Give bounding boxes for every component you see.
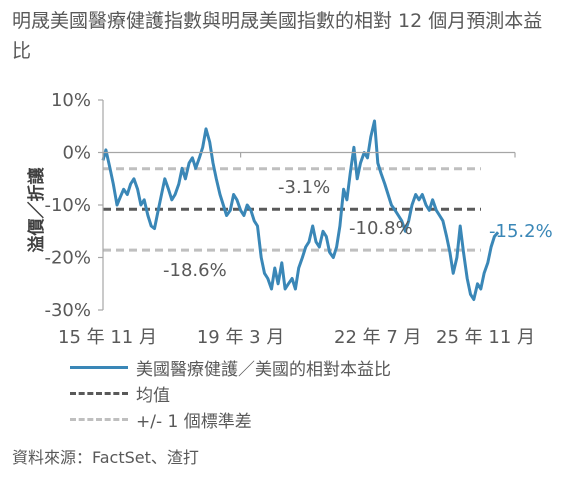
annotation-mean: -10.8% bbox=[349, 218, 413, 239]
y-axis-title: 溢價／折讓 bbox=[26, 167, 47, 253]
annotation-lower: -18.6% bbox=[163, 260, 227, 281]
y-tick-label: -10% bbox=[44, 195, 91, 216]
legend-label: 美國醫療健護／美國的相對本益比 bbox=[136, 359, 391, 380]
legend-swatch-line bbox=[70, 365, 128, 369]
legend-label: +/- 1 個標準差 bbox=[136, 411, 252, 432]
annotation-upper: -3.1% bbox=[278, 177, 330, 198]
legend-swatch-std bbox=[70, 417, 128, 421]
x-tick-label: 19 年 3 月 bbox=[197, 327, 285, 348]
series-line bbox=[101, 119, 500, 301]
y-tick-label: 0% bbox=[62, 143, 91, 164]
y-tick-label: -20% bbox=[44, 248, 91, 269]
x-ticks: 15 年 11 月 19 年 3 月 22 年 7 月 25 年 11 月 bbox=[58, 152, 535, 348]
legend-item-mean: 均值 bbox=[70, 380, 391, 406]
y-ticks: 10% 0% -10% -20% -30% bbox=[44, 90, 103, 321]
source-note: 資料來源：FactSet、渣打 bbox=[12, 448, 199, 467]
reference-lines bbox=[103, 167, 481, 252]
legend-label: 均值 bbox=[136, 385, 170, 406]
legend-swatch-mean bbox=[70, 391, 128, 395]
legend-item-relative-pe: 美國醫療健護／美國的相對本益比 bbox=[70, 354, 391, 380]
chart-title: 明晟美國醫療健護指數與明晟美國指數的相對 12 個月預測本益比 bbox=[12, 10, 543, 62]
x-tick-label: 22 年 7 月 bbox=[334, 327, 422, 348]
x-tick-label: 15 年 11 月 bbox=[58, 327, 157, 348]
annotations: -3.1% -10.8% -18.6% -15.2% bbox=[163, 177, 553, 281]
legend: 美國醫療健護／美國的相對本益比 均值 +/- 1 個標準差 bbox=[70, 354, 391, 432]
legend-item-std: +/- 1 個標準差 bbox=[70, 406, 391, 432]
x-tick-label: 25 年 11 月 bbox=[436, 327, 535, 348]
annotation-last-value: -15.2% bbox=[489, 221, 553, 242]
y-tick-label: 10% bbox=[51, 90, 91, 111]
relative-pe-line bbox=[101, 119, 500, 301]
y-tick-label: -30% bbox=[44, 300, 91, 321]
y-axis-label: 溢價／折讓 bbox=[26, 167, 47, 253]
